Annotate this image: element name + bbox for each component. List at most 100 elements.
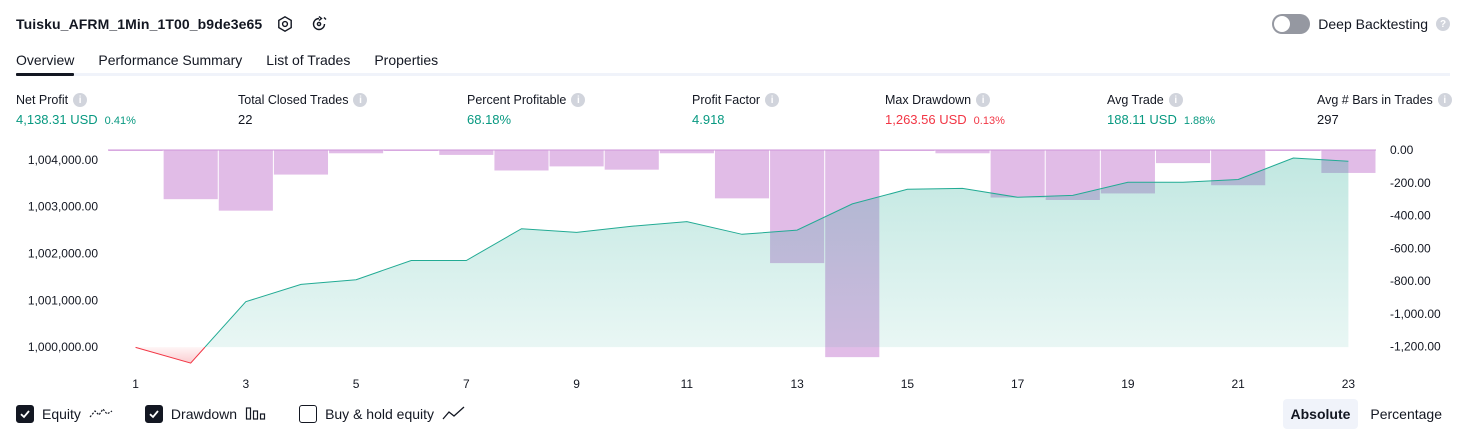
replay-icon[interactable] — [308, 13, 330, 35]
drawdown-bar — [660, 150, 714, 153]
metric-avg-bars-in-trades: Avg # Bars in Trades i 297 — [1317, 93, 1452, 127]
equity-label: Equity — [42, 406, 81, 422]
legend-equity[interactable]: Equity — [16, 405, 113, 424]
x-tick-label: 7 — [463, 377, 470, 391]
info-icon[interactable]: i — [73, 93, 87, 107]
x-tick-label: 3 — [242, 377, 249, 391]
info-icon[interactable]: i — [1169, 93, 1183, 107]
metric-percent: 1.88% — [1184, 115, 1215, 127]
y-right-tick-label: -400.00 — [1390, 209, 1431, 223]
y-right-tick-label: -1,000.00 — [1390, 307, 1441, 321]
x-tick-label: 5 — [353, 377, 360, 391]
metric-label: Max Drawdown — [885, 93, 971, 107]
absolute-button[interactable]: Absolute — [1283, 399, 1359, 429]
equity-line-icon — [89, 405, 113, 424]
equity-checkbox[interactable] — [16, 405, 34, 423]
help-icon[interactable]: ? — [1436, 17, 1450, 31]
x-tick-label: 23 — [1342, 377, 1356, 391]
deep-backtesting-label: Deep Backtesting — [1318, 16, 1428, 32]
drawdown-bar — [1156, 150, 1210, 163]
line-chart-icon — [442, 405, 466, 424]
x-tick-label: 17 — [1011, 377, 1025, 391]
tab-overview[interactable]: Overview — [16, 46, 74, 73]
metric-percent: 0.41% — [105, 115, 136, 127]
percentage-button[interactable]: Percentage — [1362, 399, 1450, 429]
y-left-tick-label: 1,001,000.00 — [28, 293, 98, 307]
drawdown-bar — [164, 150, 218, 199]
metric-net-profit: Net Profit i 4,138.31 USD 0.41% — [16, 93, 136, 127]
drawdown-bar — [715, 150, 769, 198]
strategy-title: Tuisku_AFRM_1Min_1T00_b9de3e65 — [16, 16, 262, 32]
drawdown-bar — [550, 150, 604, 166]
y-left-tick-label: 1,004,000.00 — [28, 153, 98, 167]
metric-label: Percent Profitable — [467, 93, 566, 107]
drawdown-bar — [494, 150, 548, 170]
x-tick-label: 21 — [1231, 377, 1245, 391]
y-right-tick-label: 0.00 — [1390, 143, 1414, 157]
info-icon[interactable]: i — [1438, 93, 1452, 107]
metric-label: Avg # Bars in Trades — [1317, 93, 1433, 107]
metric-label: Net Profit — [16, 93, 68, 107]
info-icon[interactable]: i — [976, 93, 990, 107]
metric-label: Avg Trade — [1107, 93, 1164, 107]
tab-list-of-trades[interactable]: List of Trades — [266, 46, 350, 73]
y-right-tick-label: -1,200.00 — [1390, 340, 1441, 354]
tab-performance-summary[interactable]: Performance Summary — [98, 46, 242, 73]
y-right-tick-label: -200.00 — [1390, 176, 1431, 190]
drawdown-bars-icon — [245, 405, 267, 424]
settings-icon[interactable] — [274, 13, 296, 35]
buy-hold-label: Buy & hold equity — [325, 406, 434, 422]
drawdown-label: Drawdown — [171, 406, 237, 422]
drawdown-bar — [219, 150, 273, 211]
deep-backtesting-toggle[interactable] — [1272, 14, 1310, 34]
metric-percent: 0.13% — [974, 115, 1005, 127]
scale-switch: Absolute Percentage — [1283, 399, 1451, 429]
metric-label: Total Closed Trades — [238, 93, 348, 107]
metric-percent-profitable: Percent Profitable i 68.18% — [467, 93, 585, 127]
y-right-tick-label: -800.00 — [1390, 274, 1431, 288]
y-left-tick-label: 1,000,000.00 — [28, 340, 98, 354]
metric-value: 1,263.56 USD — [885, 112, 967, 127]
metric-profit-factor: Profit Factor i 4.918 — [692, 93, 779, 127]
strategy-header: Tuisku_AFRM_1Min_1T00_b9de3e65 — [16, 12, 330, 36]
chart-legend: Equity Drawdown Buy & hold equity — [16, 403, 466, 425]
info-icon[interactable]: i — [571, 93, 585, 107]
buy-hold-checkbox[interactable] — [299, 405, 317, 423]
y-left-tick-label: 1,002,000.00 — [28, 246, 98, 260]
drawdown-bar — [880, 150, 934, 151]
drawdown-checkbox[interactable] — [145, 405, 163, 423]
toggle-knob — [1274, 16, 1290, 32]
drawdown-bar — [605, 150, 659, 170]
metric-total-closed-trades: Total Closed Trades i 22 — [238, 93, 367, 127]
info-icon[interactable]: i — [765, 93, 779, 107]
metric-value: 22 — [238, 112, 252, 127]
x-tick-label: 1 — [132, 377, 139, 391]
drawdown-bar — [935, 150, 989, 153]
drawdown-bar — [384, 150, 438, 151]
metric-max-drawdown: Max Drawdown i 1,263.56 USD 0.13% — [885, 93, 1005, 127]
drawdown-bar — [274, 150, 328, 175]
drawdown-bar — [991, 150, 1045, 198]
equity-negative-area — [136, 347, 205, 363]
x-tick-label: 9 — [573, 377, 580, 391]
drawdown-bar — [1266, 150, 1320, 151]
info-icon[interactable]: i — [353, 93, 367, 107]
tab-properties[interactable]: Properties — [374, 46, 438, 73]
metric-label: Profit Factor — [692, 93, 760, 107]
y-right-tick-label: -600.00 — [1390, 241, 1431, 255]
metric-value: 4,138.31 USD — [16, 112, 98, 127]
equity-drawdown-chart[interactable]: 1,000,000.00 1,001,000.00 1,002,000.00 1,00… — [0, 140, 1466, 398]
metric-value: 68.18% — [467, 112, 511, 127]
x-tick-label: 19 — [1121, 377, 1135, 391]
metric-avg-trade: Avg Trade i 188.11 USD 1.88% — [1107, 93, 1215, 127]
legend-drawdown[interactable]: Drawdown — [145, 405, 267, 424]
metric-value: 4.918 — [692, 112, 725, 127]
drawdown-bar — [109, 150, 163, 151]
x-tick-label: 11 — [681, 377, 694, 391]
x-tick-label: 15 — [901, 377, 915, 391]
tab-bar: Overview Performance Summary List of Tra… — [16, 46, 1450, 76]
deep-backtesting: Deep Backtesting ? — [1272, 12, 1450, 36]
metric-value: 297 — [1317, 112, 1339, 127]
legend-buy-hold[interactable]: Buy & hold equity — [299, 405, 466, 424]
metrics-row: Net Profit i 4,138.31 USD 0.41% Total Clos… — [0, 93, 1466, 133]
